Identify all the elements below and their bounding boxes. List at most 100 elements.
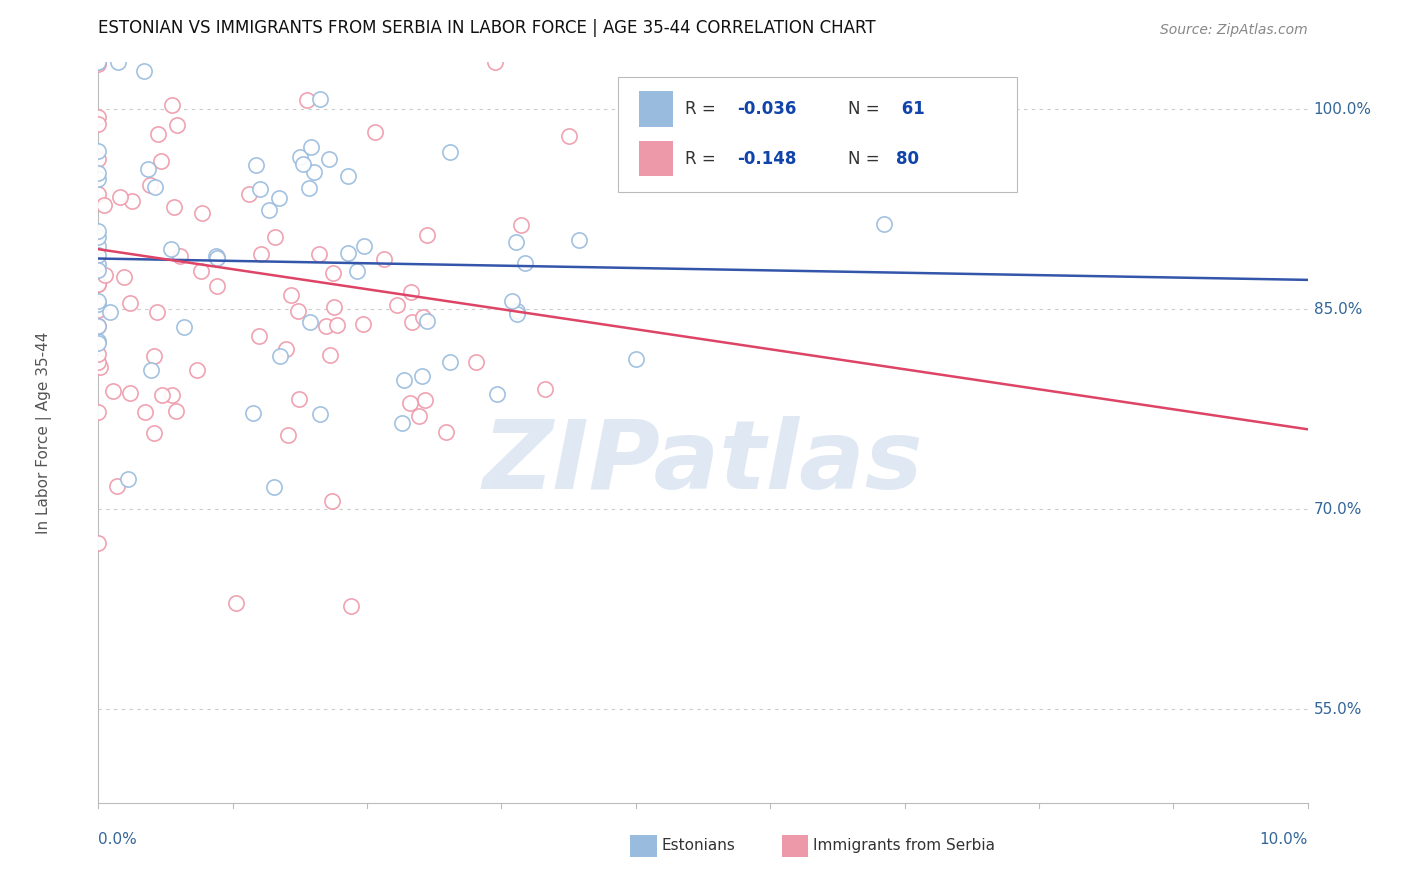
Point <box>250 247 273 261</box>
Point <box>87 248 110 262</box>
Text: Estonians: Estonians <box>662 838 735 854</box>
Text: 80: 80 <box>897 150 920 168</box>
Point <box>385 298 408 312</box>
Point <box>465 355 488 369</box>
Point <box>101 384 124 399</box>
Point <box>505 235 527 249</box>
Point <box>322 300 344 314</box>
Point <box>160 98 183 112</box>
Point <box>98 305 121 319</box>
Point <box>143 180 166 194</box>
Point <box>205 252 228 266</box>
Point <box>485 386 508 401</box>
Point <box>108 190 131 204</box>
Point <box>146 305 169 319</box>
Point <box>87 346 110 360</box>
Point <box>439 145 461 159</box>
Point <box>439 355 461 369</box>
Point <box>413 392 436 407</box>
Text: 10.0%: 10.0% <box>1260 832 1308 847</box>
Point <box>225 596 247 610</box>
FancyBboxPatch shape <box>619 78 1018 192</box>
Point <box>87 277 110 292</box>
Text: ZIPatlas: ZIPatlas <box>482 416 924 508</box>
Point <box>87 293 110 308</box>
Point <box>87 55 110 70</box>
Point <box>87 536 110 550</box>
Point <box>280 288 302 302</box>
Point <box>245 158 267 172</box>
Point <box>292 157 315 171</box>
Point <box>567 233 589 247</box>
Point <box>277 428 299 442</box>
Point <box>391 417 413 431</box>
Point <box>398 396 420 410</box>
Point <box>87 56 110 70</box>
Point <box>308 92 330 106</box>
FancyBboxPatch shape <box>638 141 673 177</box>
Point <box>257 203 280 218</box>
FancyBboxPatch shape <box>638 91 673 127</box>
Point <box>94 268 117 282</box>
Point <box>249 182 271 196</box>
Point <box>159 242 181 256</box>
Point <box>558 129 581 144</box>
Point <box>87 262 110 277</box>
Point <box>165 403 187 417</box>
Point <box>132 64 155 78</box>
Point <box>105 478 128 492</box>
Point <box>87 152 110 166</box>
Point <box>87 296 110 310</box>
Point <box>309 407 332 421</box>
Point <box>87 264 110 278</box>
Point <box>373 252 395 266</box>
Point <box>434 425 457 439</box>
Point <box>624 351 647 366</box>
Point <box>87 334 110 348</box>
Point <box>337 245 360 260</box>
Point <box>87 117 110 131</box>
Point <box>87 405 110 419</box>
Point <box>276 343 298 357</box>
Text: R =: R = <box>685 100 721 118</box>
Point <box>121 194 143 208</box>
Point <box>89 360 111 375</box>
Text: R =: R = <box>685 150 721 168</box>
Point <box>238 187 260 202</box>
Point <box>353 239 375 253</box>
Text: N =: N = <box>848 100 884 118</box>
Point <box>308 247 330 261</box>
Text: Immigrants from Serbia: Immigrants from Serbia <box>813 838 995 854</box>
Point <box>87 336 110 351</box>
Point <box>247 328 270 343</box>
Point <box>506 304 529 318</box>
Point <box>515 256 537 270</box>
Point <box>87 55 110 70</box>
Point <box>315 318 337 333</box>
Point <box>412 310 434 324</box>
Point <box>399 285 422 299</box>
Point <box>501 293 523 308</box>
Point <box>142 425 165 440</box>
Text: -0.036: -0.036 <box>737 100 796 118</box>
Point <box>408 409 430 423</box>
Point <box>87 319 110 334</box>
Point <box>87 355 110 369</box>
Point <box>87 302 110 317</box>
Point <box>401 315 423 329</box>
Point <box>302 165 325 179</box>
Point <box>411 368 433 383</box>
Text: 70.0%: 70.0% <box>1313 502 1362 516</box>
Point <box>416 228 439 243</box>
Text: 100.0%: 100.0% <box>1313 102 1372 117</box>
Text: 61: 61 <box>897 100 925 118</box>
Point <box>107 55 129 70</box>
Point <box>142 349 165 363</box>
Point <box>163 201 186 215</box>
Text: Source: ZipAtlas.com: Source: ZipAtlas.com <box>1160 22 1308 37</box>
Point <box>87 110 110 124</box>
Point <box>149 154 172 169</box>
Point <box>506 307 529 321</box>
Point <box>205 251 228 265</box>
Point <box>394 374 416 388</box>
